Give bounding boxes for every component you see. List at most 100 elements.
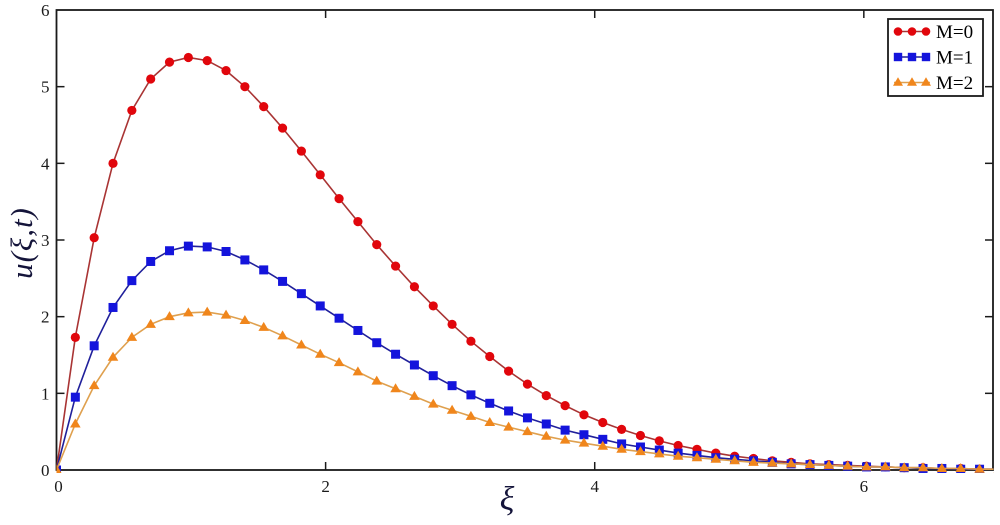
triangle-marker-icon [729, 455, 740, 465]
y-tick-label: 5 [41, 78, 50, 97]
circle-marker-icon [654, 436, 664, 446]
circle-marker-icon [221, 65, 231, 76]
triangle-marker-icon [861, 461, 872, 471]
triangle-marker-icon [277, 330, 288, 340]
square-marker-icon [598, 434, 608, 444]
circle-marker-icon [202, 56, 212, 66]
triangle-marker-icon [898, 462, 910, 472]
circle-marker-icon [315, 170, 325, 180]
triangle-marker-icon [352, 366, 364, 376]
square-marker-icon [70, 392, 80, 402]
circle-marker-icon [146, 74, 156, 84]
triangle-marker-icon [56, 464, 62, 473]
series-line [56, 245, 994, 471]
triangle-marker-icon [578, 437, 590, 447]
series-line [56, 311, 994, 471]
triangle-marker-icon [484, 416, 496, 426]
series-m0 [56, 52, 1000, 474]
square-marker-icon [447, 381, 457, 391]
triangle-marker-icon [880, 461, 891, 471]
y-tick-label: 6 [41, 1, 50, 20]
circle-marker-icon [164, 57, 175, 67]
x-axis-label: ξ [499, 481, 515, 518]
triangle-marker-icon [691, 452, 703, 462]
square-marker-icon [278, 276, 288, 286]
x-tick-label: 2 [321, 477, 330, 496]
square-marker-icon [108, 302, 118, 312]
triangle-marker-icon [672, 450, 684, 460]
triangle-marker-icon [220, 309, 232, 319]
legend: M=0 M=1 M=2 [887, 18, 984, 97]
square-marker-icon [146, 256, 156, 266]
legend-entry-m1: M=1 [893, 48, 973, 69]
circle-marker-icon [466, 336, 476, 346]
triangle-marker-icon [559, 434, 571, 444]
circle-marker-icon [70, 332, 80, 342]
square-marker-icon [504, 406, 514, 416]
triangle-marker-icon [993, 472, 994, 473]
triangle-marker-icon [917, 462, 929, 472]
y-tick-label: 2 [41, 308, 50, 327]
triangle-marker-icon [296, 339, 307, 349]
triangle-marker-icon [145, 318, 156, 328]
circle-marker-icon [428, 301, 438, 311]
x-tick-label: 4 [590, 477, 599, 496]
triangle-marker-icon [371, 375, 383, 385]
square-marker-icon [165, 246, 175, 256]
circle-marker-icon [296, 146, 306, 156]
legend-square-icon [893, 52, 903, 62]
triangle-marker-icon [522, 426, 533, 436]
square-marker-icon [334, 313, 344, 323]
circle-marker-icon [994, 465, 1000, 474]
triangle-marker-icon [616, 443, 627, 453]
circle-marker-icon [560, 401, 570, 411]
legend-circle-icon [921, 27, 931, 36]
triangle-marker-icon [201, 306, 213, 316]
square-marker-icon [353, 325, 363, 335]
circle-marker-icon [183, 52, 193, 63]
square-marker-icon [466, 390, 476, 400]
circle-marker-icon [334, 194, 344, 204]
circle-marker-icon [579, 410, 589, 420]
circle-marker-icon [390, 261, 401, 271]
circle-marker-icon [504, 366, 514, 376]
triangle-marker-icon [654, 448, 665, 458]
triangle-marker-icon [88, 380, 100, 390]
triangle-marker-icon [936, 462, 948, 472]
triangle-marker-icon [183, 307, 194, 317]
triangle-marker-icon [258, 321, 270, 331]
series-m2 [56, 306, 994, 473]
triangle-marker-icon [823, 459, 835, 469]
square-marker-icon [240, 255, 250, 265]
triangle-marker-icon [597, 440, 609, 450]
legend-label: M=1 [936, 48, 973, 69]
square-marker-icon [259, 265, 269, 275]
triangle-marker-icon [446, 404, 458, 414]
circle-marker-icon [673, 440, 683, 451]
y-tick-label: 3 [41, 231, 50, 250]
triangle-marker-icon [390, 383, 401, 393]
square-marker-icon [183, 241, 193, 251]
y-axis-label: u(ξ,t) [4, 207, 39, 279]
triangle-marker-icon [126, 331, 138, 341]
legend-entry-m0: M=0 [893, 22, 973, 43]
legend-triangle-icon [893, 77, 903, 86]
series-m1 [56, 241, 994, 473]
x-tick-label: 6 [860, 477, 869, 496]
x-tick-label: 0 [54, 477, 63, 496]
circle-marker-icon [409, 282, 420, 292]
square-marker-icon [221, 247, 231, 256]
legend-entry-m2: M=2 [893, 73, 973, 94]
legend-triangle-icon [921, 77, 931, 86]
legend-label: M=2 [936, 73, 973, 94]
triangle-marker-icon [635, 446, 646, 456]
circle-marker-icon [108, 158, 118, 168]
circle-marker-icon [541, 391, 551, 401]
legend-square-icon [921, 52, 931, 62]
square-marker-icon [202, 242, 212, 252]
circle-marker-icon [522, 379, 533, 389]
circle-marker-icon [485, 351, 495, 362]
triangle-marker-icon [955, 462, 967, 472]
